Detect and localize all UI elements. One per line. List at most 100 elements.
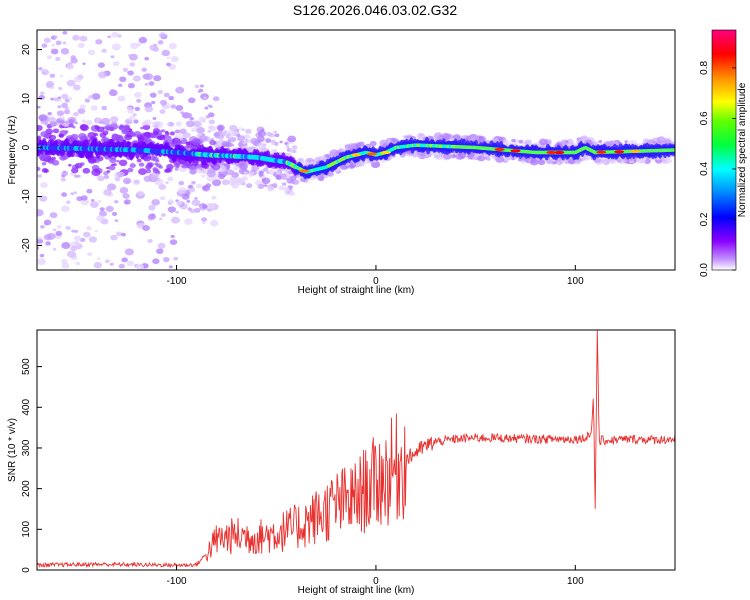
spectral-blob: [38, 66, 43, 71]
spectral-blob: [97, 62, 105, 68]
spectral-blob: [121, 257, 128, 263]
spectral-blob: [61, 205, 70, 212]
spectral-blob: [136, 190, 145, 197]
spectral-blob: [216, 124, 225, 131]
spectral-blob: [40, 131, 49, 138]
spectral-blob: [257, 142, 267, 150]
spectral-blob: [200, 93, 209, 100]
spectral-blob: [49, 212, 58, 219]
spectral-blob: [263, 167, 269, 172]
spectral-blob: [79, 104, 86, 110]
spectral-blob: [275, 170, 281, 175]
spectral-blob: [65, 120, 69, 124]
spectral-blob: [251, 165, 260, 172]
spectral-blob: [110, 116, 119, 123]
spectral-blob: [120, 232, 126, 237]
spectral-blob: [127, 167, 134, 173]
spectral-ridge: [37, 143, 675, 174]
spectral-blob: [610, 159, 617, 164]
snr-y-tick-label: 200: [21, 480, 32, 497]
spectral-blob: [233, 166, 239, 171]
spectral-blob: [118, 83, 123, 87]
spectral-blob: [174, 167, 179, 171]
spectral-blob: [602, 159, 610, 166]
spectral-blob: [37, 166, 41, 171]
spectral-blob: [370, 161, 381, 169]
spectral-blob: [156, 248, 164, 255]
spectral-blob: [278, 185, 285, 191]
spectral-blob: [192, 120, 202, 128]
snr-y-tick-label: 100: [21, 521, 32, 538]
spectral-blob: [191, 199, 201, 206]
spectral-blob: [569, 142, 574, 146]
spectral-blob: [205, 183, 212, 188]
spectral-blob: [189, 116, 195, 121]
spectral-blob: [181, 163, 188, 169]
spectral-blob: [173, 163, 181, 168]
spectral-blob: [79, 35, 88, 42]
spectral-blob: [221, 179, 230, 186]
spectral-blob: [281, 182, 287, 186]
spectral-blob: [110, 234, 118, 241]
spectral-blob: [114, 176, 121, 182]
spectral-blob: [166, 62, 172, 67]
spectral-blob: [182, 132, 191, 139]
spectral-blob: [106, 170, 111, 173]
spectral-blob: [574, 142, 578, 146]
spectral-blob: [119, 76, 127, 82]
spectral-blob: [99, 120, 104, 124]
spectral-blob: [187, 186, 196, 193]
spectral-blob: [208, 105, 213, 109]
spectral-blob: [265, 138, 272, 143]
spectral-blob: [175, 210, 179, 214]
spectral-blob: [175, 86, 185, 94]
spectral-blob: [358, 141, 365, 147]
spectral-blob: [254, 179, 262, 186]
spectral-blob: [279, 140, 283, 144]
spectral-blob: [82, 167, 91, 174]
spectral-blob: [248, 173, 253, 177]
spectral-blob: [160, 213, 166, 217]
spectral-blob: [191, 127, 197, 132]
spectral-blob: [518, 139, 524, 144]
spectral-blob: [68, 97, 73, 101]
spectral-blob: [237, 135, 246, 142]
spectral-blob: [46, 55, 53, 60]
spectral-blob: [416, 132, 426, 140]
spectral-blob: [77, 108, 86, 114]
spectral-blob: [157, 89, 164, 94]
spectral-blob: [245, 128, 252, 134]
figure-title: S126.2026.046.03.02.G32: [293, 2, 457, 18]
spectral-blob: [63, 109, 71, 115]
ridge-hotspot: [630, 149, 641, 153]
spectral-blob: [205, 202, 215, 210]
spectral-blob: [128, 128, 133, 132]
spectral-blob: [663, 139, 671, 145]
ridge-hotspot: [596, 150, 607, 154]
spectral-blob: [106, 183, 117, 191]
spectral-blob: [167, 206, 176, 213]
colorbar-tick-label: 0.0: [699, 263, 710, 277]
spectral-blob: [98, 210, 107, 217]
snr-panel: -100 0 100 0 100 200 300 400 500 Height of stra…: [7, 329, 676, 596]
spectral-blob: [441, 132, 451, 140]
spectral-blob: [318, 176, 325, 182]
spectrogram-y-tick-label: 10: [21, 93, 32, 105]
ridge-hotspot: [494, 147, 505, 152]
spectral-blob: [170, 104, 177, 109]
spectral-blob: [157, 40, 164, 45]
spectral-blob: [94, 229, 98, 233]
spectral-blob: [152, 168, 160, 174]
spectral-blob: [101, 117, 111, 125]
spectral-blob: [97, 71, 108, 79]
spectral-blob: [46, 232, 56, 240]
spectral-blob: [140, 126, 144, 130]
spectral-blob: [538, 159, 546, 166]
spectral-blob: [131, 133, 137, 137]
spectral-blob: [169, 239, 178, 245]
spectral-blob: [257, 130, 267, 137]
spectral-blob: [191, 181, 196, 185]
spectral-blob: [109, 89, 118, 97]
spectral-blob: [142, 124, 151, 131]
spectral-blob: [342, 167, 347, 170]
